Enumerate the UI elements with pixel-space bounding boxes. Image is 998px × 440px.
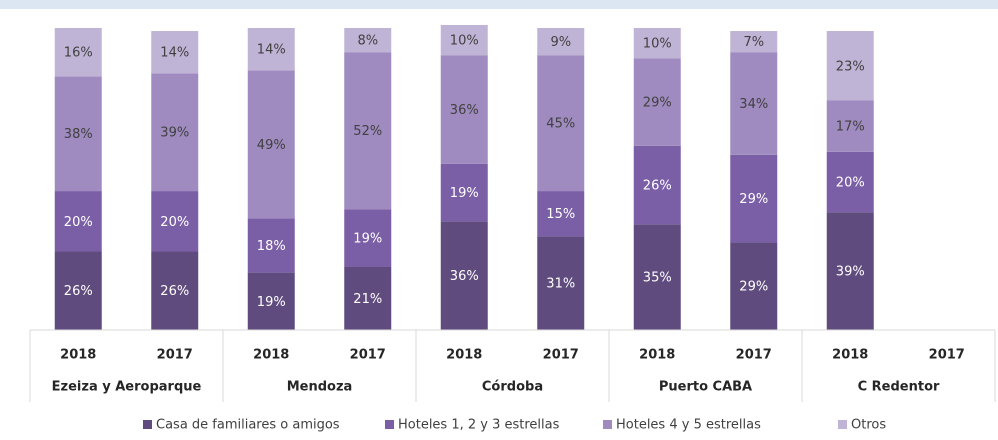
x-tick-label: 2017 bbox=[350, 348, 386, 363]
data-label: 26% bbox=[643, 179, 672, 194]
bar-segment bbox=[151, 191, 199, 252]
data-label: 20% bbox=[836, 176, 865, 191]
group-label: Córdoba bbox=[482, 380, 543, 395]
data-label: 19% bbox=[353, 231, 382, 246]
data-label: 7% bbox=[743, 35, 764, 50]
data-label: 36% bbox=[450, 103, 479, 118]
x-tick-label: 2018 bbox=[832, 348, 868, 363]
x-tick-label: 2017 bbox=[736, 348, 772, 363]
bar-segment bbox=[537, 191, 585, 237]
data-label: 17% bbox=[836, 120, 865, 135]
bar-segment bbox=[151, 251, 199, 330]
group-label: Ezeiza y Aeroparque bbox=[52, 380, 202, 395]
data-label: 14% bbox=[257, 43, 286, 58]
top-band bbox=[0, 0, 998, 9]
bar-segment bbox=[730, 154, 778, 243]
bar-segment bbox=[344, 266, 392, 330]
bar-segment bbox=[537, 236, 585, 330]
data-label: 34% bbox=[739, 97, 768, 112]
legend-entry: Casa de familiares o amigos bbox=[156, 418, 340, 433]
legend-swatch bbox=[385, 420, 394, 429]
data-label: 29% bbox=[739, 192, 768, 207]
x-tick-label: 2017 bbox=[929, 348, 965, 363]
data-label: 36% bbox=[450, 269, 479, 284]
bar-segment bbox=[344, 52, 392, 210]
bar-segment bbox=[54, 251, 102, 330]
legend-entry: Hoteles 1, 2 y 3 estrellas bbox=[398, 418, 560, 433]
legend-swatch bbox=[143, 420, 152, 429]
x-tick-label: 2017 bbox=[157, 348, 193, 363]
bar-segment bbox=[54, 28, 102, 77]
bar-segment bbox=[247, 272, 295, 330]
data-label: 29% bbox=[739, 280, 768, 295]
legend-entry: Otros bbox=[851, 418, 886, 433]
x-tick-label: 2018 bbox=[60, 348, 96, 363]
data-label: 16% bbox=[64, 46, 93, 61]
group-label: Puerto CABA bbox=[659, 380, 752, 395]
data-label: 38% bbox=[64, 127, 93, 142]
data-label: 10% bbox=[450, 34, 479, 49]
legend-swatch bbox=[603, 420, 612, 429]
bar-segment bbox=[344, 209, 392, 267]
bar-segment bbox=[151, 73, 199, 192]
bar-segment bbox=[826, 212, 874, 330]
x-tick-label: 2018 bbox=[446, 348, 482, 363]
bar-segment bbox=[826, 100, 874, 152]
data-label: 18% bbox=[257, 239, 286, 254]
bar-segment bbox=[633, 58, 681, 146]
bar-segment bbox=[633, 145, 681, 225]
data-label: 29% bbox=[643, 95, 672, 110]
bar-segment bbox=[440, 163, 488, 222]
bar-segment bbox=[730, 52, 778, 155]
data-label: 26% bbox=[64, 284, 93, 299]
data-label: 14% bbox=[160, 46, 189, 61]
data-label: 45% bbox=[546, 117, 575, 132]
bar-segment bbox=[633, 224, 681, 330]
data-label: 26% bbox=[160, 284, 189, 299]
bar-segment bbox=[247, 218, 295, 273]
data-label: 8% bbox=[357, 34, 378, 49]
bar-segment bbox=[247, 70, 295, 219]
bar-segment bbox=[151, 31, 199, 74]
bar-segment bbox=[537, 55, 585, 192]
data-label: 20% bbox=[160, 215, 189, 230]
bar-segment bbox=[247, 28, 295, 71]
bar-segment bbox=[730, 242, 778, 330]
data-label: 19% bbox=[450, 186, 479, 201]
x-tick-label: 2018 bbox=[253, 348, 289, 363]
data-label: 9% bbox=[550, 35, 571, 50]
data-label: 49% bbox=[257, 138, 286, 153]
data-label: 15% bbox=[546, 207, 575, 222]
bar-segment bbox=[440, 24, 488, 56]
bar-segment bbox=[826, 31, 874, 101]
bar-segment bbox=[54, 191, 102, 252]
bar-segment bbox=[344, 28, 392, 53]
data-label: 39% bbox=[836, 265, 865, 280]
bar-segment bbox=[54, 76, 102, 192]
group-label: Mendoza bbox=[287, 380, 353, 395]
data-label: 10% bbox=[643, 37, 672, 52]
data-label: 35% bbox=[643, 271, 672, 286]
data-label: 20% bbox=[64, 215, 93, 230]
data-label: 19% bbox=[257, 295, 286, 310]
data-label: 31% bbox=[546, 277, 575, 292]
bar-segment bbox=[826, 151, 874, 213]
data-label: 23% bbox=[836, 59, 865, 74]
bar-segment bbox=[440, 55, 488, 164]
data-label: 39% bbox=[160, 126, 189, 141]
group-label: C Redentor bbox=[858, 380, 940, 395]
data-label: 52% bbox=[353, 124, 382, 139]
x-tick-label: 2018 bbox=[639, 348, 675, 363]
x-tick-label: 2017 bbox=[543, 348, 579, 363]
bar-segment bbox=[537, 28, 585, 56]
bar-segment bbox=[633, 28, 681, 59]
legend-entry: Hoteles 4 y 5 estrellas bbox=[616, 418, 761, 433]
legend-swatch bbox=[838, 420, 847, 429]
bar-segment bbox=[440, 221, 488, 330]
data-label: 21% bbox=[353, 292, 382, 307]
bar-segment bbox=[730, 31, 778, 53]
